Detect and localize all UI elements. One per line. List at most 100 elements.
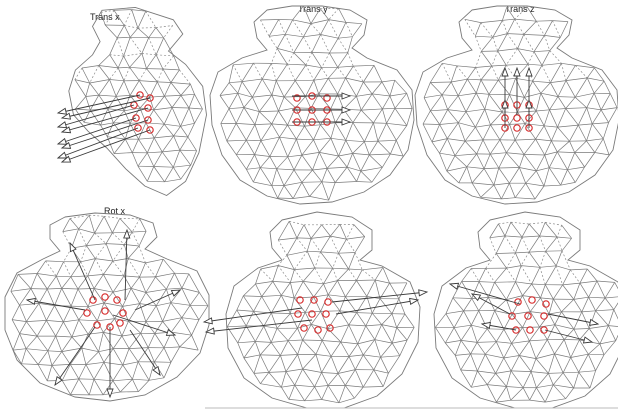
mesh-edge [480, 20, 503, 23]
mesh-edge [362, 354, 375, 371]
mesh-edge [179, 136, 189, 151]
mesh-edge [548, 372, 564, 374]
mesh-edge [573, 282, 581, 300]
mesh-edge [71, 333, 89, 338]
mesh-edge [458, 92, 477, 97]
mesh-edge [304, 125, 314, 140]
mesh-edge [476, 328, 488, 343]
mesh-edge [441, 81, 452, 96]
landmark-marker [326, 324, 334, 332]
mesh-edge [514, 6, 528, 20]
mesh-edge [155, 272, 175, 278]
mesh-edge [464, 140, 477, 155]
mesh-edge [546, 339, 555, 355]
mesh-edge [280, 340, 289, 356]
mesh-edge [281, 387, 290, 400]
mesh-edge [515, 197, 536, 200]
mesh-edge [492, 20, 503, 38]
mesh-edge [310, 23, 321, 35]
mesh-edge [490, 111, 503, 126]
mesh-edge [149, 377, 165, 381]
mesh-edge [382, 373, 389, 387]
mesh-edge [466, 166, 485, 169]
mesh-edge [173, 126, 181, 137]
mesh-edge [188, 273, 200, 293]
mesh-edge [389, 92, 407, 97]
mesh-edge [277, 197, 294, 199]
mesh-edge [562, 284, 575, 300]
mesh-edge [373, 108, 383, 124]
mesh-edge [12, 333, 20, 351]
mesh-edge [93, 288, 105, 304]
mesh-edge [94, 232, 107, 244]
mesh-edge [477, 370, 488, 385]
mesh-edge [114, 306, 123, 319]
mesh-edge [338, 385, 346, 403]
mesh-edge [498, 152, 507, 169]
mesh-edge [287, 63, 306, 66]
mesh-edge [371, 298, 381, 314]
arrowhead [409, 297, 420, 306]
mesh-edge [496, 329, 505, 342]
mesh-edge [277, 265, 291, 283]
mesh-edge [594, 67, 605, 82]
mesh-edge [430, 81, 452, 83]
mesh-edge [373, 369, 389, 374]
mesh-edge [430, 110, 440, 125]
mesh-edge [259, 94, 273, 112]
mesh-edge [112, 275, 125, 293]
mesh-edge [549, 311, 562, 315]
mesh-edge [304, 108, 312, 127]
mesh-edge [278, 237, 297, 241]
mesh-edge [164, 95, 181, 97]
mesh-edge [522, 283, 532, 296]
mesh-edge [586, 138, 604, 142]
mesh-edge [544, 284, 554, 300]
mesh-edge [171, 331, 192, 336]
face-outline [414, 5, 618, 205]
mesh-edge [98, 94, 109, 109]
mesh-edge [74, 79, 90, 84]
mesh-edge [170, 69, 180, 83]
mesh-edge [26, 348, 48, 352]
mesh-edge [394, 93, 407, 109]
mesh-edge [253, 354, 261, 374]
mesh-edge [460, 353, 471, 371]
mesh-edge [286, 237, 298, 256]
mesh-edge [321, 328, 329, 341]
mesh-edge [356, 170, 362, 182]
mesh-edge [495, 235, 506, 254]
landmark-marker [323, 94, 331, 102]
mesh-edge [131, 152, 139, 167]
mesh-edge [494, 310, 505, 330]
mesh-edge [226, 123, 237, 142]
mesh-edge [327, 280, 338, 295]
mesh-edge [25, 348, 39, 365]
mesh-edge [573, 296, 589, 300]
mesh-edge [509, 124, 516, 141]
mesh-edge [465, 108, 485, 113]
mesh-edge [335, 122, 347, 141]
mesh-edge [173, 135, 188, 138]
mesh-edge [255, 281, 273, 285]
mesh-edge [328, 182, 336, 201]
mesh-edge [495, 253, 507, 269]
mesh-edge [19, 333, 38, 337]
mesh-edge [444, 327, 455, 344]
mesh-edge [523, 20, 537, 35]
mesh-edge [509, 78, 516, 95]
mesh-edge [156, 54, 174, 57]
mesh-edge [505, 48, 518, 66]
mesh-edge [174, 272, 189, 275]
mesh-edge [112, 292, 123, 307]
mesh-edge [246, 139, 261, 142]
mesh-edge [37, 273, 57, 277]
displacement-arrows [292, 92, 352, 126]
face-outline [4, 212, 210, 402]
mesh-edge [87, 320, 98, 335]
mesh-edge [98, 65, 110, 80]
mesh-edge [540, 92, 559, 97]
face-outline [68, 6, 207, 197]
face-mesh [68, 6, 207, 197]
mesh-edge [121, 321, 129, 337]
